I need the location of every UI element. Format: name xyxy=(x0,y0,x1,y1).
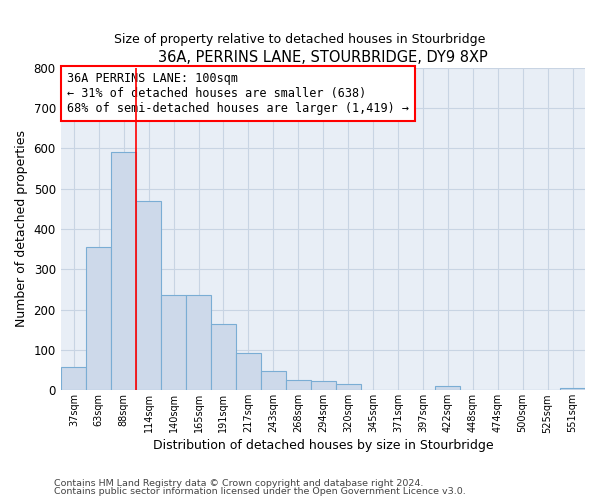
Text: Size of property relative to detached houses in Stourbridge: Size of property relative to detached ho… xyxy=(115,32,485,46)
Bar xyxy=(560,388,585,390)
Bar xyxy=(261,372,286,390)
X-axis label: Distribution of detached houses by size in Stourbridge: Distribution of detached houses by size … xyxy=(153,440,493,452)
Bar xyxy=(311,382,335,390)
Title: 36A, PERRINS LANE, STOURBRIDGE, DY9 8XP: 36A, PERRINS LANE, STOURBRIDGE, DY9 8XP xyxy=(158,50,488,65)
Bar xyxy=(436,386,460,390)
Bar xyxy=(86,247,111,390)
Bar xyxy=(186,296,211,390)
Bar xyxy=(136,200,161,390)
Bar xyxy=(286,380,311,390)
Bar xyxy=(211,324,236,390)
Bar xyxy=(111,152,136,390)
Bar xyxy=(61,368,86,390)
Bar xyxy=(335,384,361,390)
Text: Contains public sector information licensed under the Open Government Licence v3: Contains public sector information licen… xyxy=(54,487,466,496)
Bar xyxy=(236,353,261,391)
Text: Contains HM Land Registry data © Crown copyright and database right 2024.: Contains HM Land Registry data © Crown c… xyxy=(54,478,424,488)
Text: 36A PERRINS LANE: 100sqm
← 31% of detached houses are smaller (638)
68% of semi-: 36A PERRINS LANE: 100sqm ← 31% of detach… xyxy=(67,72,409,116)
Bar xyxy=(161,296,186,390)
Y-axis label: Number of detached properties: Number of detached properties xyxy=(15,130,28,328)
